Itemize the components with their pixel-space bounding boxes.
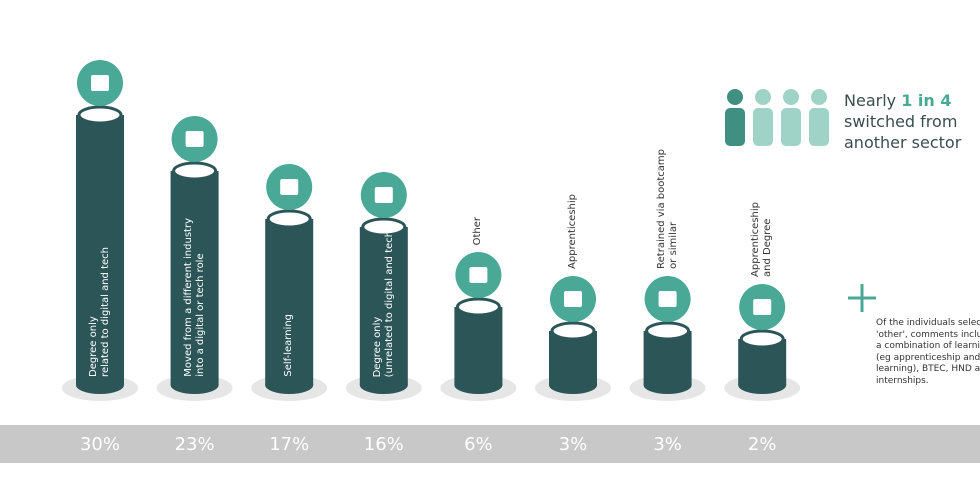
people-icon (725, 89, 829, 146)
category-label: Self-learning (283, 314, 295, 377)
bar-bottom (359, 376, 408, 394)
icon-glyph (91, 75, 109, 91)
bar-top (645, 321, 691, 341)
value-label: 30% (80, 434, 120, 455)
value-band (0, 425, 980, 463)
bar (170, 171, 219, 385)
value-label: 3% (559, 434, 588, 455)
bar-bottom (549, 376, 597, 394)
category-label: Other (472, 216, 484, 245)
bar-bottom (76, 376, 124, 394)
bar-top (550, 321, 596, 341)
icon-glyph (280, 179, 299, 195)
bar-top (77, 105, 123, 125)
bar-top (455, 297, 501, 317)
category-label: Degree only related to digital and tech (88, 247, 111, 377)
category-label: Apprenticeship and Degree (750, 202, 774, 277)
value-label: 6% (464, 434, 493, 455)
bar (454, 307, 503, 385)
bar-bottom (454, 376, 503, 394)
value-label: 17% (269, 434, 309, 455)
value-label: 23% (175, 434, 215, 455)
icon-glyph (753, 299, 772, 315)
icon-glyph (374, 187, 393, 203)
bar-bottom (170, 376, 219, 394)
category-label: Degree only (unrelated to digital and te… (371, 226, 395, 377)
icon-glyph (469, 267, 488, 283)
value-label: 3% (653, 434, 682, 455)
bar-top (361, 217, 407, 237)
callout-text: switched from another sector (844, 112, 962, 152)
plus-icon (848, 284, 876, 312)
callout: Nearly 1 in 4 switched from another sect… (844, 90, 961, 153)
bar-bottom (265, 376, 314, 394)
bar (76, 115, 124, 385)
bar-top (266, 209, 312, 229)
bar (265, 219, 314, 385)
bar-bottom (738, 376, 787, 394)
icon-glyph (185, 131, 204, 147)
bar-bottom (643, 376, 692, 394)
bar-top (739, 329, 785, 349)
bar (359, 227, 408, 385)
icon-glyph (564, 291, 582, 307)
category-label: Retrained via bootcamp or similar (655, 149, 679, 269)
value-label: 16% (364, 434, 404, 455)
callout-highlight: 1 in 4 (901, 91, 952, 110)
bar-top (172, 161, 218, 181)
callout-text: Nearly (844, 91, 897, 110)
icon-glyph (658, 291, 677, 307)
value-label: 2% (748, 434, 777, 455)
category-label: Moved from a different industry into a d… (182, 218, 206, 377)
category-label: Apprenticeship (567, 194, 578, 269)
note: Of the individuals selected 'other', com… (876, 318, 980, 386)
